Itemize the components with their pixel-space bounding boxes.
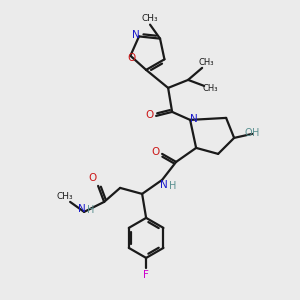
Text: O: O xyxy=(151,147,159,157)
Text: N: N xyxy=(190,114,198,124)
Text: CH₃: CH₃ xyxy=(142,14,158,23)
Text: CH₃: CH₃ xyxy=(57,192,74,201)
Text: O: O xyxy=(127,53,136,63)
Text: N: N xyxy=(160,180,168,190)
Text: F: F xyxy=(143,270,149,280)
Text: CH₃: CH₃ xyxy=(198,58,214,68)
Text: H: H xyxy=(252,128,260,138)
Text: O: O xyxy=(244,128,252,138)
Text: O: O xyxy=(145,110,153,120)
Text: O: O xyxy=(88,173,96,183)
Text: N: N xyxy=(132,30,140,40)
Text: CH₃: CH₃ xyxy=(202,84,218,93)
Text: H: H xyxy=(169,181,177,191)
Text: N: N xyxy=(78,204,86,214)
Text: H: H xyxy=(87,205,95,215)
